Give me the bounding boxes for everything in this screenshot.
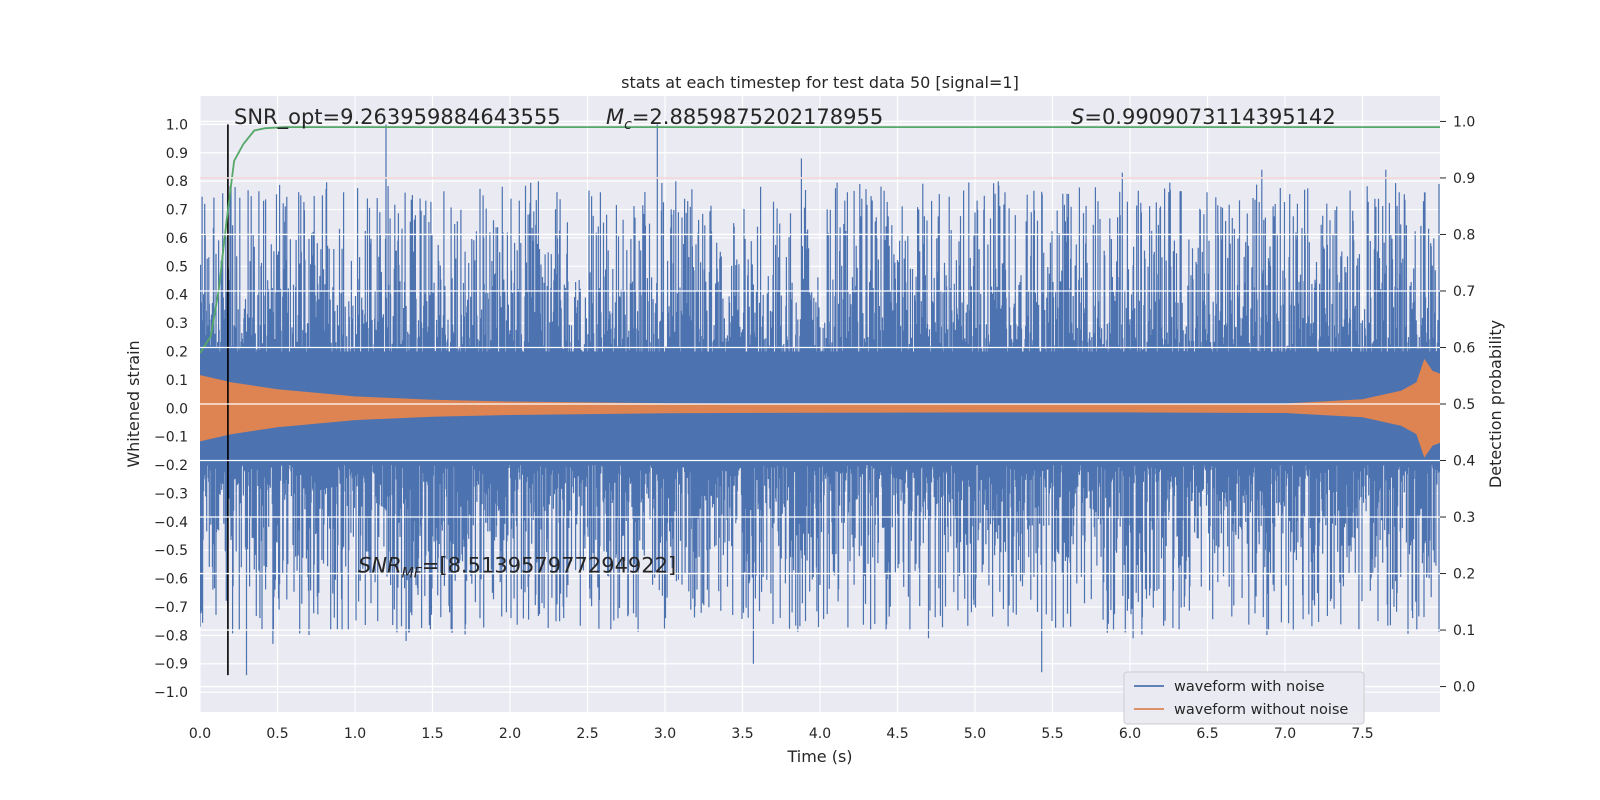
y-tick-label: −0.3: [154, 486, 188, 502]
y-right-axis-label: Detection probability: [1486, 320, 1505, 488]
x-tick-label: 5.0: [964, 726, 986, 742]
clean-waveform-area: [200, 358, 1440, 458]
chart-title: stats at each timestep for test data 50 …: [621, 73, 1019, 92]
y-tick-label: 1.0: [166, 117, 188, 133]
y-tick-label: 0.8: [166, 174, 188, 190]
y-tick-label: −0.6: [154, 572, 188, 588]
annotations: SNR_opt=9.263959884643555 Mc=2.8859875202…: [234, 105, 1336, 582]
y-tick-label: −1.0: [154, 685, 188, 701]
legend: waveform with noise waveform without noi…: [1123, 671, 1365, 725]
x-tick-label: 0.0: [189, 726, 211, 742]
y-tick-label: −0.5: [154, 543, 188, 559]
y-tick-label: 0.3: [166, 316, 188, 332]
y-tick-label: −0.4: [154, 515, 188, 531]
y-tick-label: 0.1: [166, 373, 188, 389]
y-right-tick-label: 0.6: [1453, 340, 1475, 356]
y-right-tick-label: 0.0: [1453, 680, 1475, 696]
x-tick-label: 7.5: [1351, 726, 1373, 742]
y-tick-label: 0.5: [166, 259, 188, 275]
y-tick-label: 0.4: [166, 288, 188, 304]
detection-probability-line: [200, 126, 1440, 354]
x-axis-ticks: 0.0 0.5 1.0 1.5 2.0 2.5 3.0 3.5 4.0 4.5 5.0 5.5 6.0 6…: [189, 726, 1374, 742]
annotation-2: S=0.9909073114395142: [1071, 105, 1336, 129]
y-tick-label: −0.8: [154, 628, 188, 644]
x-tick-label: 3.0: [654, 726, 676, 742]
y-tick-label: −0.9: [154, 657, 188, 673]
x-tick-label: 1.0: [344, 726, 366, 742]
y-tick-label: 0.6: [166, 231, 188, 247]
x-tick-label: 4.0: [809, 726, 831, 742]
y-right-tick-label: 0.1: [1453, 623, 1475, 639]
annotation-1: Mc=2.8859875202178955: [606, 105, 883, 133]
x-tick-label: 6.5: [1196, 726, 1218, 742]
y-right-axis-ticks: 1.0 0.9 0.8 0.7 0.6 0.5 0.4 0.3 0.2 0.1 0.0: [1440, 114, 1475, 696]
x-tick-label: 6.0: [1119, 726, 1141, 742]
y-tick-label: 0.0: [166, 401, 188, 417]
legend-label-noise: waveform with noise: [1174, 679, 1325, 695]
y-tick-label: −0.1: [154, 430, 188, 446]
y-right-tick-label: 0.2: [1453, 567, 1475, 583]
y-right-tick-label: 0.4: [1453, 454, 1475, 470]
y-right-tick-label: 0.9: [1453, 171, 1475, 187]
y-right-tick-label: 0.7: [1453, 284, 1475, 300]
x-axis-label: Time (s): [786, 747, 852, 766]
y-tick-label: 0.9: [166, 146, 188, 162]
x-tick-label: 2.5: [576, 726, 598, 742]
y-tick-label: −0.7: [154, 600, 188, 616]
x-tick-label: 0.5: [266, 726, 288, 742]
y-tick-label: 0.7: [166, 203, 188, 219]
y-right-tick-label: 0.5: [1453, 397, 1475, 413]
y-tick-label: 0.2: [166, 344, 188, 360]
y-tick-label: −0.2: [154, 458, 188, 474]
x-tick-label: 4.5: [886, 726, 908, 742]
y-axis-label: Whitened strain: [124, 340, 143, 467]
x-tick-label: 5.5: [1041, 726, 1063, 742]
x-tick-label: 3.5: [731, 726, 753, 742]
x-tick-label: 2.0: [499, 726, 521, 742]
series-waveform-without-noise: [200, 358, 1440, 458]
y-right-tick-label: 1.0: [1453, 114, 1475, 130]
annotation-0: SNR_opt=9.263959884643555: [234, 105, 561, 130]
y-right-tick-label: 0.3: [1453, 510, 1475, 526]
annotation-3: SNRMF=[8.513957977294922]: [358, 553, 676, 581]
x-tick-label: 1.5: [421, 726, 443, 742]
y-right-tick-label: 0.8: [1453, 227, 1475, 243]
x-tick-label: 7.0: [1274, 726, 1296, 742]
legend-label-clean: waveform without noise: [1174, 702, 1348, 718]
y-axis-ticks: 1.0 0.9 0.8 0.7 0.6 0.5 0.4 0.3 0.2 0.1 0.0 −0.1 −0.…: [154, 117, 188, 701]
legend-box: [1123, 671, 1365, 725]
series-detection-probability: [200, 126, 1440, 354]
